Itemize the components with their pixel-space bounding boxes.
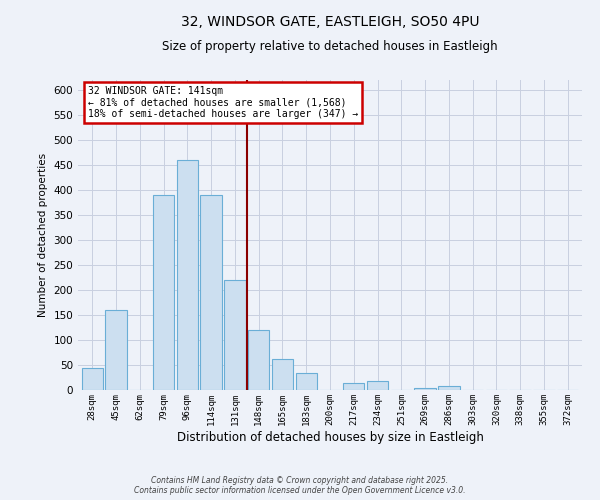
Bar xyxy=(272,358,293,390)
Bar xyxy=(82,368,103,390)
Bar xyxy=(106,310,127,390)
Bar xyxy=(415,388,436,390)
Bar xyxy=(367,381,388,390)
Bar xyxy=(248,330,269,390)
Bar xyxy=(224,280,245,390)
Bar xyxy=(438,386,460,390)
Bar xyxy=(200,195,222,390)
Bar xyxy=(343,382,364,390)
Text: 32, WINDSOR GATE, EASTLEIGH, SO50 4PU: 32, WINDSOR GATE, EASTLEIGH, SO50 4PU xyxy=(181,15,479,29)
X-axis label: Distribution of detached houses by size in Eastleigh: Distribution of detached houses by size … xyxy=(176,430,484,444)
Text: 32 WINDSOR GATE: 141sqm
← 81% of detached houses are smaller (1,568)
18% of semi: 32 WINDSOR GATE: 141sqm ← 81% of detache… xyxy=(88,86,358,120)
Text: Size of property relative to detached houses in Eastleigh: Size of property relative to detached ho… xyxy=(162,40,498,53)
Y-axis label: Number of detached properties: Number of detached properties xyxy=(38,153,48,317)
Bar xyxy=(153,195,174,390)
Bar xyxy=(296,372,317,390)
Bar xyxy=(176,160,198,390)
Text: Contains HM Land Registry data © Crown copyright and database right 2025.
Contai: Contains HM Land Registry data © Crown c… xyxy=(134,476,466,495)
